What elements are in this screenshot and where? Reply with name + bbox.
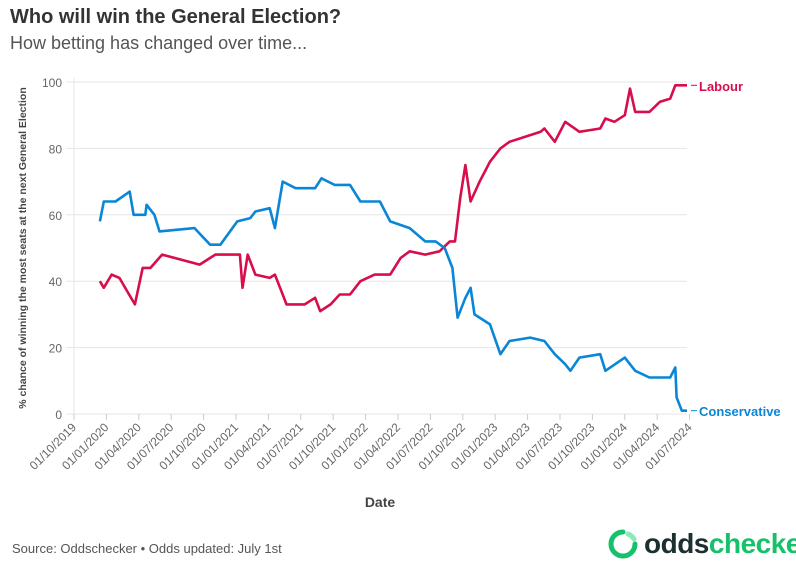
oddschecker-logo: oddschecker <box>608 528 796 560</box>
legend-label-labour: Labour <box>699 79 743 94</box>
series-lines <box>98 84 697 413</box>
x-axis-label: Date <box>365 494 396 510</box>
y-tick-label: 60 <box>49 209 63 223</box>
gridlines <box>66 78 687 420</box>
y-axis-ticks: 0 20 40 60 80 100 <box>42 76 62 422</box>
series-line-labour <box>98 84 687 313</box>
source-note: Source: Oddschecker • Odds updated: July… <box>12 541 282 556</box>
x-axis-ticks: 01/10/201901/01/202001/04/202001/07/2020… <box>27 414 695 473</box>
chart-title: Who will win the General Election? <box>10 6 342 28</box>
y-tick-label: 0 <box>55 408 62 422</box>
y-axis-label: % chance of winning the most seats at th… <box>17 87 29 409</box>
y-tick-label: 40 <box>49 275 63 289</box>
logo-text-odds: odds <box>644 528 709 559</box>
y-tick-label: 20 <box>49 342 63 356</box>
legend-label-conservative: Conservative <box>699 404 781 419</box>
y-tick-label: 100 <box>42 76 62 90</box>
y-tick-label: 80 <box>49 142 63 156</box>
chart-subtitle: How betting has changed over time... <box>10 33 308 53</box>
series-line-conservative <box>98 177 687 413</box>
logo-text-checker: checker <box>708 528 796 559</box>
logo-ring-icon <box>608 529 638 559</box>
